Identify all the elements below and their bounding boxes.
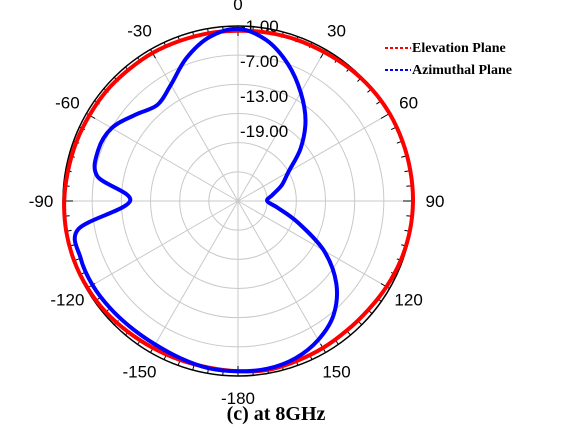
angle-tick-label: 30 (327, 21, 346, 40)
angle-tick-label: -30 (127, 21, 152, 40)
grid-spoke (150, 49, 239, 202)
angle-tick-label: -120 (50, 291, 84, 310)
angle-tick-labels: 0 30 60 90 120 150 -180 -150 -120 -90 -60 -30 (29, 0, 445, 408)
series-line-azimuthal-plane (72, 26, 339, 374)
grid-spoke (237, 49, 326, 202)
radial-tick-label: -7.00 (240, 52, 279, 71)
angle-tick-label: 150 (322, 363, 350, 382)
legend-label: Elevation Plane (412, 41, 506, 56)
legend-label: Azimuthal Plane (412, 63, 512, 78)
angle-tick-label: -60 (55, 94, 80, 113)
series-lines (62, 26, 416, 374)
radial-tick-label: -19.00 (240, 122, 288, 141)
grid-spoke (237, 200, 326, 353)
radial-tick-label: -13.00 (240, 87, 288, 106)
angle-tick-label: -150 (122, 363, 156, 382)
angle-tick-label: 0 (233, 0, 242, 14)
legend: Elevation Plane Azimuthal Plane (385, 41, 512, 78)
angle-tick-label: 90 (426, 192, 445, 211)
figure-caption: (c) at 8GHz (227, 403, 326, 425)
grid-spoke (237, 113, 390, 202)
angle-tick-label: -180 (221, 389, 255, 408)
grid-spoke (150, 200, 239, 353)
angle-tick-label: 120 (394, 291, 422, 310)
grid-spoke (86, 200, 239, 289)
angle-tick-label: 60 (399, 94, 418, 113)
grid-spoke (237, 200, 390, 289)
grid-spoke (86, 113, 239, 202)
angle-tick-label: -90 (29, 192, 54, 211)
